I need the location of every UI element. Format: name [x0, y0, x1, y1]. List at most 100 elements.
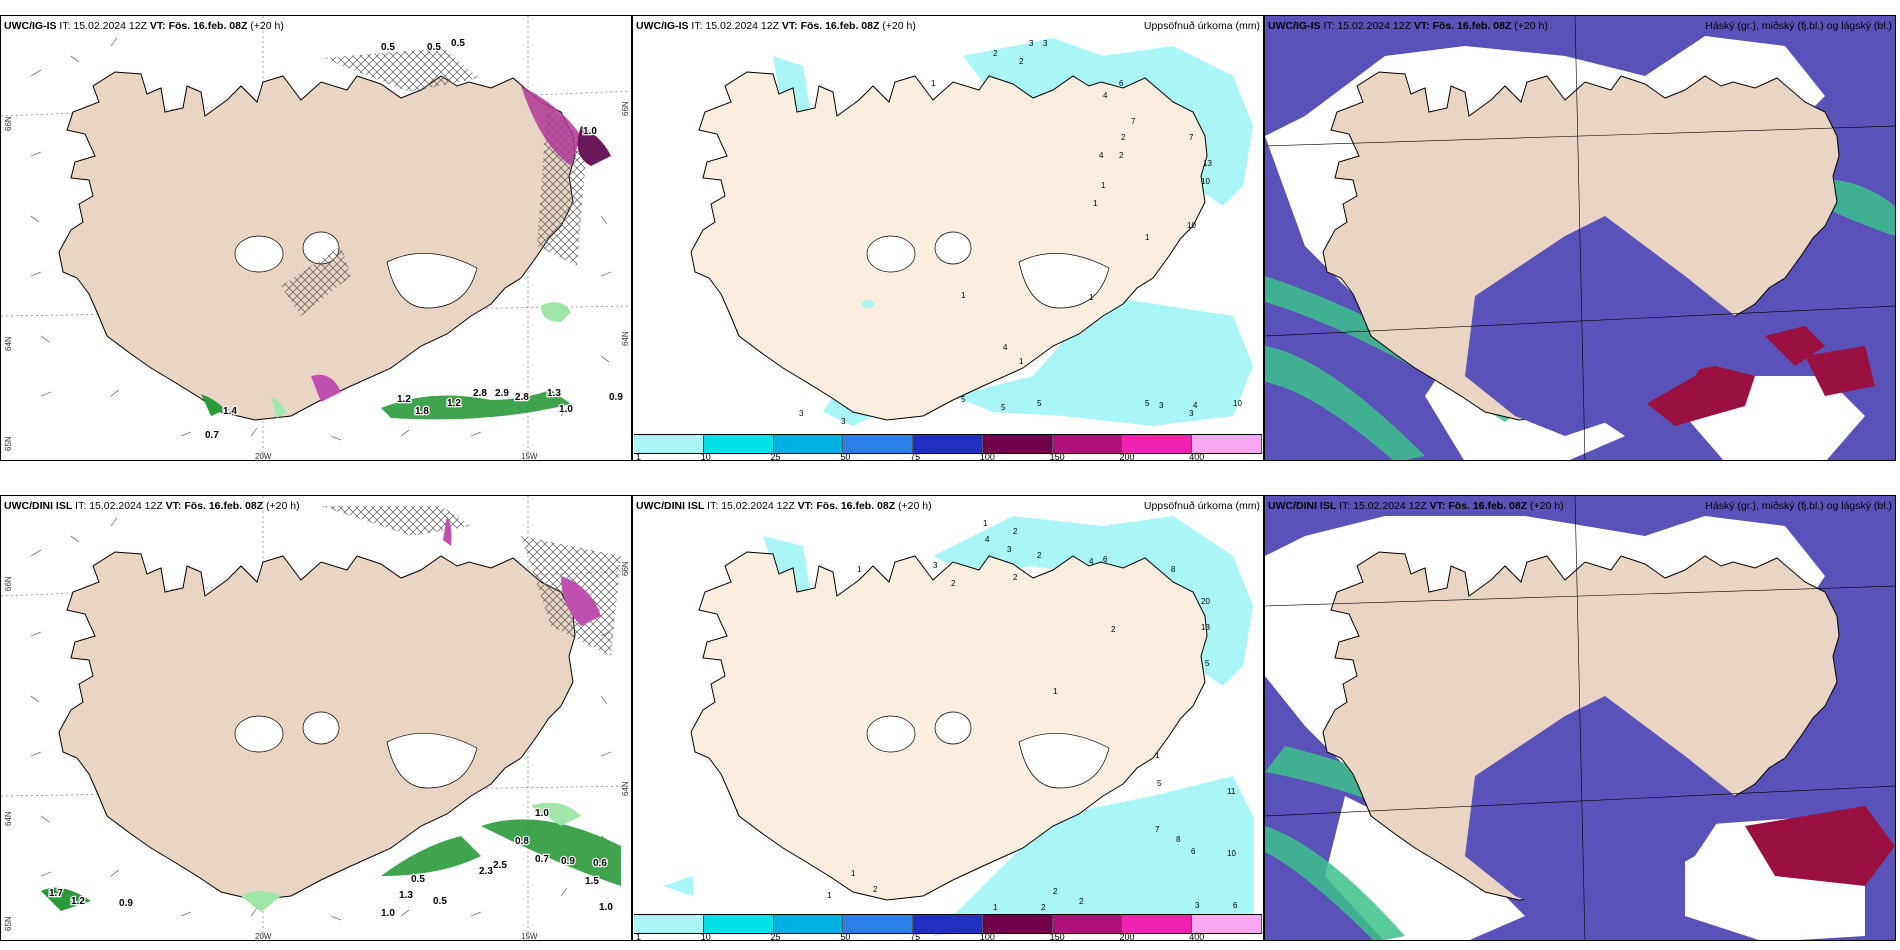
value-label: 2 [1013, 573, 1018, 582]
panel-wind-bottom: UWC/DINI ISL IT: 15.02.2024 12Z VT: Fös.… [0, 495, 632, 941]
colorbar-tick-label: 150 [1049, 932, 1065, 941]
value-label: 5 [1157, 779, 1162, 788]
model-name: UWC/DINI ISL [636, 500, 705, 512]
value-label: 10 [1187, 221, 1196, 230]
colorbar-tick-label: 150 [1049, 452, 1065, 461]
vt-label: VT: [149, 20, 166, 32]
lon-label-15w: 15W [521, 452, 538, 461]
value-label: 2 [1111, 625, 1116, 634]
cloud-map [1265, 496, 1895, 940]
lat-label-66-right: 66N [621, 561, 630, 576]
vt-value: Fös. 16.feb. 08Z [1432, 20, 1512, 32]
panel-precip-top: 2 3 3 2 1 4 6 7 4 7 2 2 13 10 1 1 10 1 1 1 1 5 4 3 3 5 5 5 3 4 3 10 UWC… [632, 15, 1264, 461]
value-label: 2 [993, 49, 998, 58]
lon-label-15w: 15W [521, 932, 538, 941]
colorbar-swatch [773, 435, 844, 453]
panel-header: UWC/DINI ISL IT: 15.02.2024 12Z VT: Fös.… [1268, 500, 1564, 512]
value-label: 2 [1041, 903, 1046, 912]
lon-label-20w: 20W [255, 932, 272, 941]
value-label: 6 [1191, 847, 1196, 856]
panel-header: UWC/DINI ISL IT: 15.02.2024 12Z VT: Fös.… [636, 500, 932, 512]
value-label: 3 [1007, 545, 1012, 554]
it-value: 15.02.2024 12Z [1353, 500, 1427, 512]
it-label: IT: [707, 500, 719, 512]
colorbar-swatch [1122, 915, 1193, 933]
value-label: 3 [799, 409, 804, 418]
value-label: 1 [827, 891, 832, 900]
value-label: 2 [951, 579, 956, 588]
lat-label-66: 66N [4, 576, 13, 591]
value-label: 1 [1053, 687, 1058, 696]
colorbar-swatch [843, 435, 914, 453]
value-label: 1 [993, 903, 998, 912]
value-label: 10 [1201, 177, 1210, 186]
value-label: 3 [933, 561, 938, 570]
value-label: 1 [1093, 199, 1098, 208]
colorbar-swatch [1122, 435, 1193, 453]
colorbar-tick-label: 100 [979, 452, 995, 461]
value-label: 10 [1233, 399, 1242, 408]
vt-label: VT: [781, 20, 798, 32]
value-label: 1 [931, 79, 936, 88]
value-label: 5 [961, 395, 966, 404]
colorbar-swatch [913, 915, 983, 933]
value-label: 10 [1227, 849, 1236, 858]
value-label: 4 [985, 535, 990, 544]
vt-label: VT: [1429, 500, 1446, 512]
colorbar-tick-label: 50 [840, 452, 851, 461]
value-label: 3 [1029, 39, 1034, 48]
model-name: UWC/DINI ISL [1268, 500, 1337, 512]
it-value: 15.02.2024 12Z [1337, 20, 1411, 32]
value-label: 4 [1099, 151, 1104, 160]
vt-value: Fös. 16.feb. 08Z [168, 20, 248, 32]
panel-header: UWC/DINI ISL IT: 15.02.2024 12Z VT: Fös.… [4, 500, 300, 512]
colorbar-swatch [982, 435, 1053, 453]
value-label: 2 [873, 885, 878, 894]
vt-label: VT: [165, 500, 182, 512]
colorbar-tick-label: 200 [1119, 932, 1135, 941]
it-value: 15.02.2024 12Z [705, 20, 779, 32]
value-label: 3 [1159, 401, 1164, 410]
value-label: 2 [1013, 527, 1018, 536]
it-label: IT: [75, 500, 87, 512]
value-label: 6 [1103, 555, 1108, 564]
colorbar-tick-label: 1 [636, 932, 642, 941]
wind-map [1, 16, 631, 460]
panel-title: Háský (gr.), miðský (fj.bl.) og lágský (… [1705, 20, 1892, 32]
value-label: 7 [1189, 133, 1194, 142]
colorbar-swatch [913, 435, 983, 453]
panel-title: Háský (gr.), miðský (fj.bl.) og lágský (… [1705, 500, 1892, 512]
value-label: 11 [1227, 787, 1236, 796]
colorbar-swatch [1052, 915, 1123, 933]
value-label: 1 [857, 565, 862, 574]
value-label: 2 [1037, 551, 1042, 560]
lat-label-64-right: 64N [621, 331, 630, 346]
value-label: 13 [1203, 159, 1212, 168]
panel-cloud-bottom: UWC/DINI ISL IT: 15.02.2024 12Z VT: Fös.… [1264, 495, 1896, 941]
value-label: 8 [1176, 835, 1181, 844]
value-label: 3 [1189, 409, 1194, 418]
value-label: 1 [1089, 293, 1094, 302]
cloud-map [1265, 16, 1895, 460]
model-name: UWC/IG-IS [4, 20, 57, 32]
colorbar-swatch [1052, 435, 1123, 453]
lat-label-64: 64N [4, 811, 13, 826]
it-value: 15.02.2024 12Z [721, 500, 795, 512]
value-label: 4 [1193, 401, 1198, 410]
colorbar-tick-label: 50 [840, 932, 851, 941]
vt-value: Fös. 16.feb. 08Z [1448, 500, 1528, 512]
colorbar-tick-label: 25 [770, 932, 781, 941]
colorbar-tick-label: 10 [700, 452, 711, 461]
colorbar-labels: 1 10 25 50 75 100 150 200 400 [634, 452, 1262, 461]
panel-title: Uppsöfnuð úrkoma (mm) [1143, 20, 1260, 32]
colorbar-swatch [843, 915, 914, 933]
colorbar-swatch [982, 915, 1053, 933]
value-label: 3 [841, 417, 846, 426]
panel-precip-bottom: 2 4 3 2 2 1 3 2 1 4 6 8 2 20 13 5 1 1 5 11 7 8 6 10 1 1 2 2 2 2 1 3 6 UW… [632, 495, 1264, 941]
panel-header: UWC/IG-IS IT: 15.02.2024 12Z VT: Fös. 16… [636, 20, 916, 32]
value-label: 4 [1103, 91, 1108, 100]
colorbar-swatch [773, 915, 844, 933]
value-label: 2 [1079, 897, 1084, 906]
colorbar-tick-label: 200 [1119, 452, 1135, 461]
